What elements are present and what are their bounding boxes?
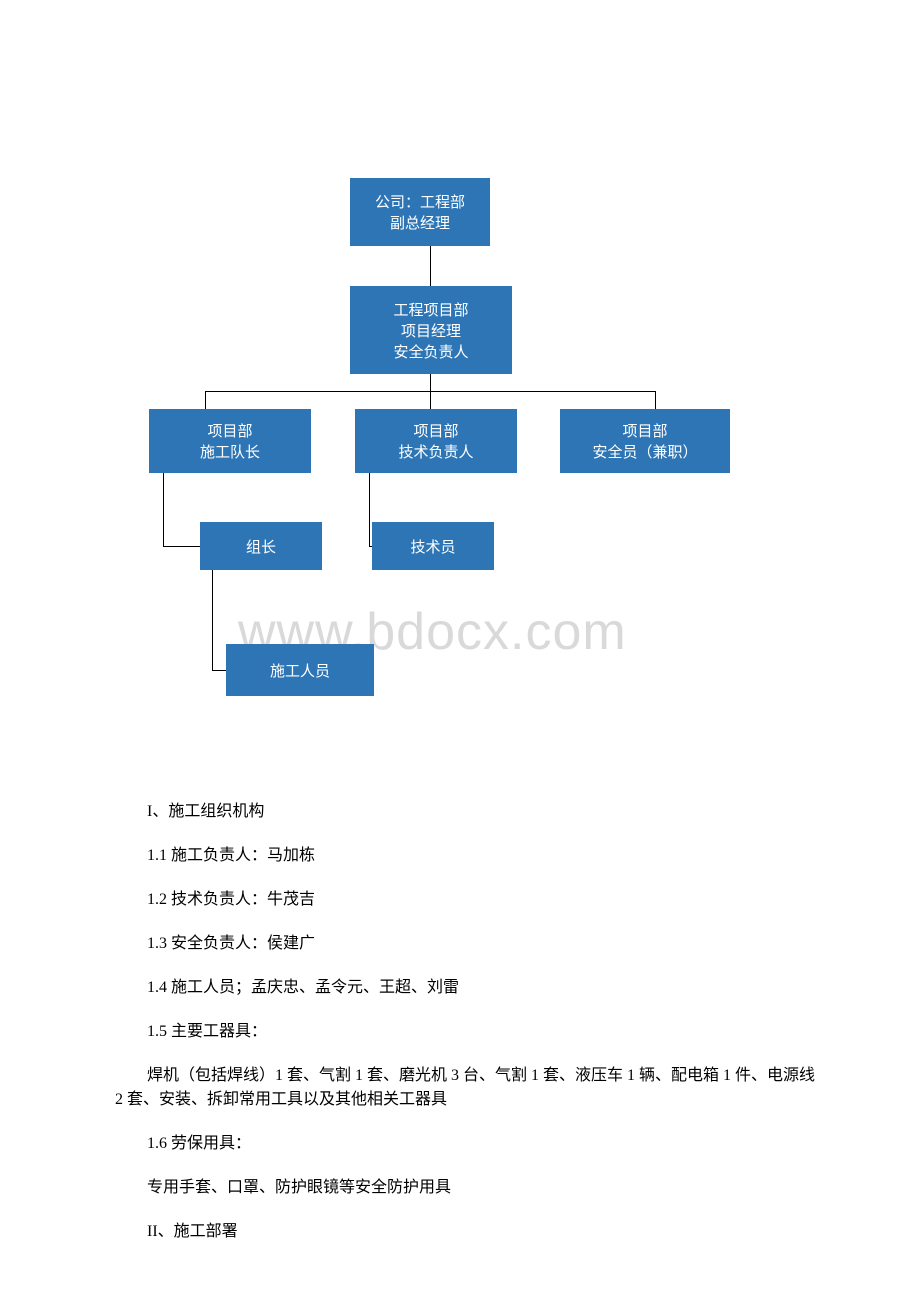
node-workers: 施工人员 <box>226 644 374 696</box>
connector <box>163 546 200 547</box>
connector <box>430 391 431 409</box>
org-chart: www.bdocx.com 公司：工程部 副总经理 工程项目部 项目经理 安全负… <box>0 0 920 770</box>
body-line: 1.3 安全负责人：侯建广 <box>115 932 815 956</box>
node-line: 项目部 <box>622 420 667 441</box>
connector <box>430 246 431 286</box>
node-group-leader: 组长 <box>200 522 322 570</box>
node-company: 公司：工程部 副总经理 <box>350 178 490 246</box>
connector <box>430 374 431 392</box>
document-body: I、施工组织机构 1.1 施工负责人：马加栋 1.2 技术负责人：牛茂吉 1.3… <box>115 800 815 1264</box>
node-construction-lead: 项目部 施工队长 <box>149 409 311 473</box>
connector <box>163 473 164 546</box>
body-line: 焊机（包括焊线）1 套、气割 1 套、磨光机 3 台、气割 1 套、液压车 1 … <box>115 1064 815 1112</box>
node-line: 安全负责人 <box>393 341 468 362</box>
node-line: 项目部 <box>207 420 252 441</box>
node-line: 项目经理 <box>401 320 461 341</box>
connector <box>212 670 226 671</box>
connector <box>369 473 370 546</box>
node-line: 工程项目部 <box>393 299 468 320</box>
body-line: 1.1 施工负责人：马加栋 <box>115 844 815 868</box>
node-technician: 技术员 <box>372 522 494 570</box>
body-line: 1.4 施工人员；孟庆忠、孟令元、王超、刘雷 <box>115 976 815 1000</box>
node-tech-lead: 项目部 技术负责人 <box>355 409 517 473</box>
connector <box>655 391 656 409</box>
body-line: 专用手套、口罩、防护眼镜等安全防护用具 <box>115 1176 815 1200</box>
body-line: 1.5 主要工器具： <box>115 1020 815 1044</box>
node-line: 安全员（兼职） <box>592 441 697 462</box>
node-line: 施工人员 <box>270 660 330 681</box>
node-line: 技术负责人 <box>398 441 473 462</box>
node-line: 组长 <box>246 536 276 557</box>
node-line: 公司：工程部 <box>375 191 465 212</box>
connector <box>212 570 213 670</box>
node-line: 项目部 <box>413 420 458 441</box>
body-line: 1.2 技术负责人：牛茂吉 <box>115 888 815 912</box>
node-line: 施工队长 <box>200 441 260 462</box>
node-safety-officer: 项目部 安全员（兼职） <box>560 409 730 473</box>
node-line: 副总经理 <box>390 212 450 233</box>
node-project-dept: 工程项目部 项目经理 安全负责人 <box>350 286 512 374</box>
body-line: 1.6 劳保用具： <box>115 1132 815 1156</box>
node-line: 技术员 <box>410 536 455 557</box>
section-heading: I、施工组织机构 <box>115 800 815 824</box>
section-heading: II、施工部署 <box>115 1220 815 1244</box>
connector <box>205 391 206 409</box>
